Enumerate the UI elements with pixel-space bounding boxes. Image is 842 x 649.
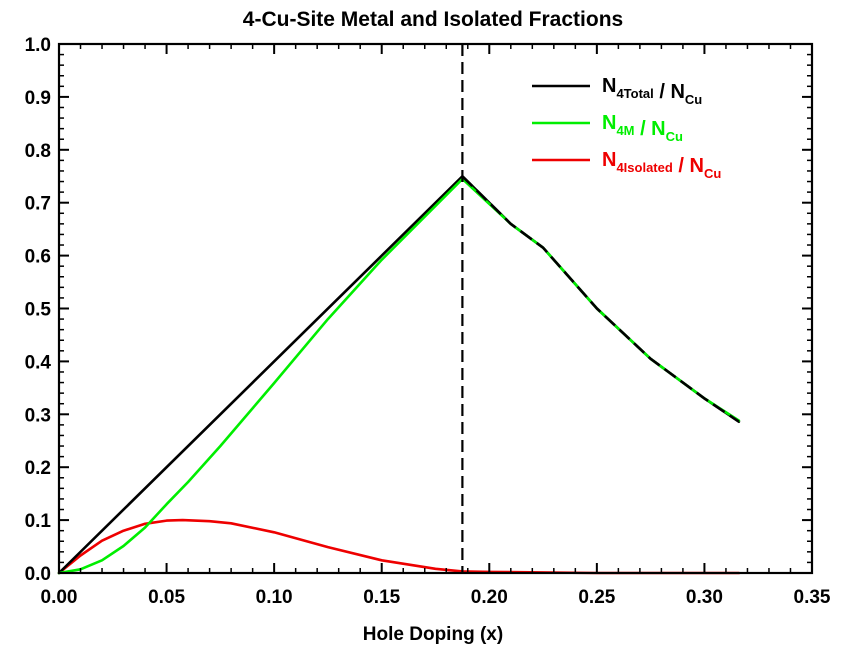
x-tick-label: 0.05 [148,587,185,608]
y-tick-label: 0.6 [25,247,51,268]
chart-title: 4-Cu-Site Metal and Isolated Fractions [243,8,623,31]
series-layer [57,175,741,575]
y-tick-label: 0.9 [25,88,51,109]
x-tick-label: 0.20 [471,587,508,608]
y-tick-label: 0.2 [25,458,51,479]
x-tick-label: 0.10 [256,587,293,608]
x-axis-label: Hole Doping (x) [363,624,503,645]
y-tick-label: 0.1 [25,511,52,532]
plot-frame [57,42,814,575]
x-tick-label: 0.35 [794,587,831,608]
y-tick-label: 0.8 [25,141,51,162]
x-tick-label: 0.15 [363,587,400,608]
series-line-isolated [57,518,741,575]
legend-label-isolated: N4Isolated / NCu [602,149,721,181]
legend: N4Total / NCu N4M / NCu N4Isolated / NCu [532,75,721,181]
y-tick-label: 0.0 [25,564,51,585]
x-tick-label: 0.25 [578,587,615,608]
x-tick-label: 0.00 [41,587,78,608]
legend-label-total: N4Total / NCu [602,75,702,107]
legend-label-metal: N4M / NCu [602,112,683,144]
axes-layer: 0.00 0.05 0.10 0.15 0.20 0.25 0.30 0.35 0.0 0.1 0.… [25,35,831,608]
y-tick-label: 0.3 [25,405,51,426]
y-tick-label: 1.0 [25,35,51,56]
y-tick-label: 0.5 [25,300,52,321]
series-line-total-dashed-overlay [461,175,740,423]
y-tick-label: 0.7 [25,194,51,215]
series-line-total [57,175,741,575]
x-tick-label: 0.30 [686,587,723,608]
y-tick-label: 0.4 [25,352,52,373]
